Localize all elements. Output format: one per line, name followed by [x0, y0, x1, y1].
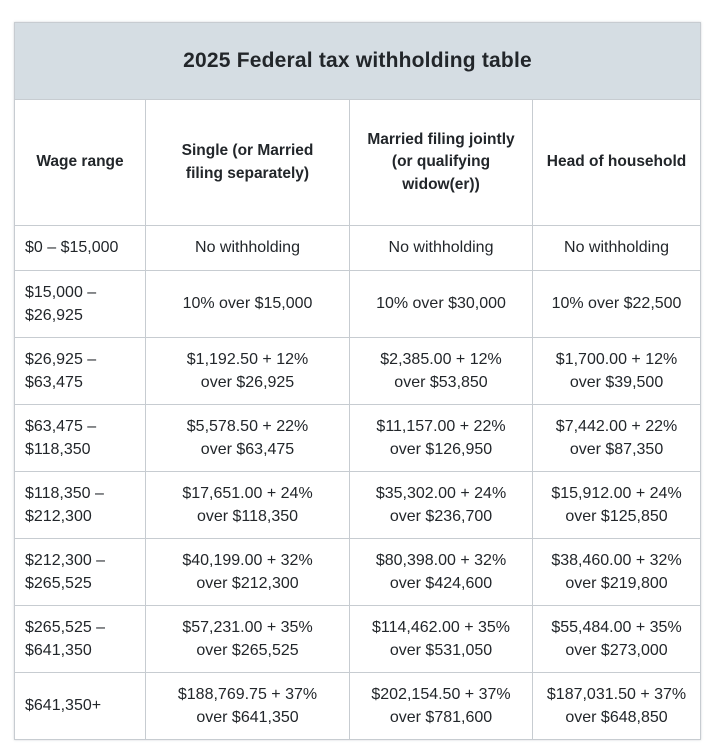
tax-withholding-table: 2025 Federal tax withholding table Wage …	[13, 22, 702, 740]
cell-wage-range: $641,350+	[14, 672, 146, 740]
cell-wage-range: $26,925 – $63,475	[14, 337, 146, 405]
cell-head-of-household: $15,912.00 + 24% over $125,850	[531, 471, 702, 539]
cell-wage-range: $212,300 – $265,525	[14, 538, 146, 606]
column-header-married-jointly: Married filing jointly (or qualifying wi…	[349, 99, 533, 226]
cell-head-of-household: $55,484.00 + 35% over $273,000	[531, 605, 702, 673]
cell-head-of-household: $187,031.50 + 37% over $648,850	[531, 672, 702, 740]
table-row: $26,925 – $63,475 $1,192.50 + 12% over $…	[14, 337, 702, 405]
cell-wage-range: $265,525 – $641,350	[14, 605, 146, 673]
table-title: 2025 Federal tax withholding table	[13, 22, 702, 100]
cell-head-of-household: $1,700.00 + 12% over $39,500	[531, 337, 702, 405]
cell-single: $57,231.00 + 35% over $265,525	[145, 605, 350, 673]
table-row: $63,475 – $118,350 $5,578.50 + 22% over …	[14, 404, 702, 472]
column-header-wage-range: Wage range	[14, 99, 146, 226]
table-row: $212,300 – $265,525 $40,199.00 + 32% ove…	[14, 538, 702, 606]
cell-wage-range: $15,000 – $26,925	[14, 270, 146, 338]
column-header-head-of-household: Head of household	[531, 99, 702, 226]
cell-married-jointly: $2,385.00 + 12% over $53,850	[349, 337, 533, 405]
table-row: $0 – $15,000 No withholding No withholdi…	[14, 225, 702, 271]
table-row: $641,350+ $188,769.75 + 37% over $641,35…	[14, 672, 702, 740]
cell-married-jointly: $80,398.00 + 32% over $424,600	[349, 538, 533, 606]
cell-married-jointly: $11,157.00 + 22% over $126,950	[349, 404, 533, 472]
cell-head-of-household: 10% over $22,500	[531, 270, 702, 338]
cell-head-of-household: $7,442.00 + 22% over $87,350	[531, 404, 702, 472]
cell-wage-range: $118,350 – $212,300	[14, 471, 146, 539]
cell-married-jointly: 10% over $30,000	[349, 270, 533, 338]
cell-wage-range: $0 – $15,000	[14, 225, 146, 271]
cell-single: $1,192.50 + 12% over $26,925	[145, 337, 350, 405]
header-row: Wage range Single (or Married filing sep…	[14, 99, 702, 226]
table-row: $265,525 – $641,350 $57,231.00 + 35% ove…	[14, 605, 702, 673]
cell-head-of-household: No withholding	[531, 225, 702, 271]
cell-single: $40,199.00 + 32% over $212,300	[145, 538, 350, 606]
cell-married-jointly: $114,462.00 + 35% over $531,050	[349, 605, 533, 673]
cell-married-jointly: $35,302.00 + 24% over $236,700	[349, 471, 533, 539]
cell-single: $188,769.75 + 37% over $641,350	[145, 672, 350, 740]
table-row: $118,350 – $212,300 $17,651.00 + 24% ove…	[14, 471, 702, 539]
table-row: $15,000 – $26,925 10% over $15,000 10% o…	[14, 270, 702, 338]
cell-married-jointly: No withholding	[349, 225, 533, 271]
cell-single: $5,578.50 + 22% over $63,475	[145, 404, 350, 472]
cell-single: No withholding	[145, 225, 350, 271]
column-header-single: Single (or Married filing separately)	[145, 99, 350, 226]
cell-single: $17,651.00 + 24% over $118,350	[145, 471, 350, 539]
cell-head-of-household: $38,460.00 + 32% over $219,800	[531, 538, 702, 606]
cell-wage-range: $63,475 – $118,350	[14, 404, 146, 472]
cell-single: 10% over $15,000	[145, 270, 350, 338]
title-row: 2025 Federal tax withholding table	[13, 22, 702, 100]
cell-married-jointly: $202,154.50 + 37% over $781,600	[349, 672, 533, 740]
